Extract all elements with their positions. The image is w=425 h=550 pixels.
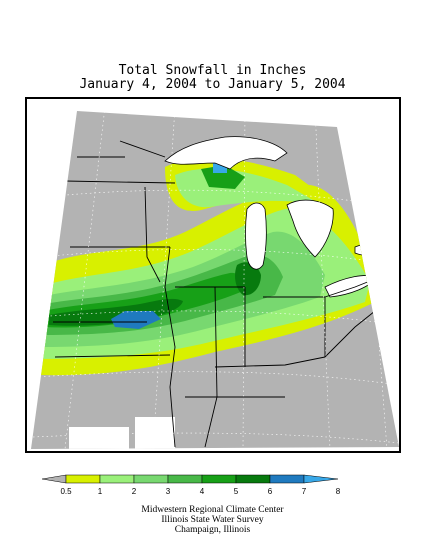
snowfall-map	[25, 97, 401, 453]
map-title-line-2: January 4, 2004 to January 5, 2004	[79, 77, 346, 92]
legend-swatch	[303, 474, 339, 484]
lake-huron	[286, 199, 334, 258]
legend-swatch	[167, 474, 203, 484]
lake-superior	[164, 136, 288, 170]
snow-band-5-6	[49, 298, 183, 326]
legend-tick-label: 5	[234, 487, 239, 496]
map-title-line-1: Total Snowfall in Inches	[118, 63, 307, 78]
legend-labels: 0.5 1 2 3 4 5 6 7 8	[60, 487, 340, 496]
legend-tick-label: 1	[98, 487, 103, 496]
snow-band-up-green	[201, 165, 245, 189]
credit-line-3: Champaign, Illinois	[174, 525, 251, 535]
legend-swatch	[65, 474, 101, 484]
snow-band-6-7	[111, 311, 161, 329]
credit-line-1: Midwestern Regional Climate Center	[141, 505, 284, 515]
snowfall-legend: 0.5 1 2 3 4 5 6 7 8	[41, 474, 341, 496]
credit-line-2: Illinois State Water Survey	[161, 515, 264, 525]
legend-tick-label: 6	[268, 487, 273, 496]
legend-swatch	[269, 474, 305, 484]
legend-swatches	[41, 474, 339, 484]
graticule	[32, 111, 399, 449]
map-frame	[25, 97, 401, 453]
legend-tick-label: 8	[336, 487, 341, 496]
legend-swatch	[41, 474, 67, 484]
legend-tick-label: 3	[166, 487, 171, 496]
legend-swatch	[99, 474, 135, 484]
legend-tick-label: 2	[132, 487, 137, 496]
legend-swatch	[235, 474, 271, 484]
legend-tick-label: 7	[302, 487, 307, 496]
legend-tick-label: 4	[200, 487, 205, 496]
legend-tick-label: 0.5	[60, 487, 72, 496]
no-data-patch	[69, 427, 129, 449]
legend-swatch	[201, 474, 237, 484]
lake-michigan	[245, 202, 267, 270]
legend-swatch	[133, 474, 169, 484]
